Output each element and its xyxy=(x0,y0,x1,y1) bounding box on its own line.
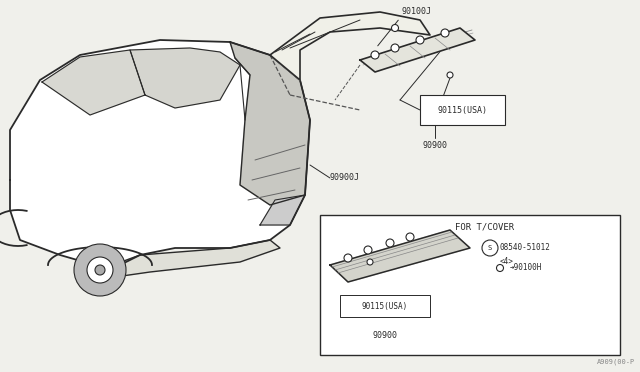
FancyBboxPatch shape xyxy=(340,295,430,317)
Polygon shape xyxy=(10,40,310,268)
Text: 90100J: 90100J xyxy=(402,7,432,16)
Polygon shape xyxy=(330,230,470,282)
Polygon shape xyxy=(270,12,430,80)
Text: <4>: <4> xyxy=(500,257,514,266)
Text: S: S xyxy=(488,245,492,251)
Text: 90900J: 90900J xyxy=(330,173,360,183)
Circle shape xyxy=(74,244,126,296)
Text: 90115(USA): 90115(USA) xyxy=(362,301,408,311)
Circle shape xyxy=(497,264,504,272)
Text: ➔90100H: ➔90100H xyxy=(510,263,542,273)
Text: A909(00-P: A909(00-P xyxy=(596,359,635,365)
FancyBboxPatch shape xyxy=(420,95,505,125)
Circle shape xyxy=(482,240,498,256)
Polygon shape xyxy=(360,28,475,72)
Circle shape xyxy=(87,257,113,283)
Circle shape xyxy=(344,254,352,262)
Polygon shape xyxy=(105,240,280,278)
FancyBboxPatch shape xyxy=(320,215,620,355)
Polygon shape xyxy=(42,50,145,115)
Circle shape xyxy=(391,44,399,52)
Polygon shape xyxy=(230,42,310,205)
Circle shape xyxy=(441,29,449,37)
Circle shape xyxy=(95,265,105,275)
Text: 08540-51012: 08540-51012 xyxy=(500,244,551,253)
Circle shape xyxy=(447,72,453,78)
Circle shape xyxy=(406,233,414,241)
Circle shape xyxy=(371,51,379,59)
Polygon shape xyxy=(260,195,305,225)
Circle shape xyxy=(392,25,399,32)
Text: FOR T/COVER: FOR T/COVER xyxy=(456,222,515,231)
Text: 90115(USA): 90115(USA) xyxy=(438,106,488,115)
Polygon shape xyxy=(130,48,240,108)
Circle shape xyxy=(386,239,394,247)
Circle shape xyxy=(367,259,373,265)
Circle shape xyxy=(416,36,424,44)
Text: 90900: 90900 xyxy=(372,330,397,340)
Circle shape xyxy=(364,246,372,254)
Text: 90900: 90900 xyxy=(422,141,447,150)
